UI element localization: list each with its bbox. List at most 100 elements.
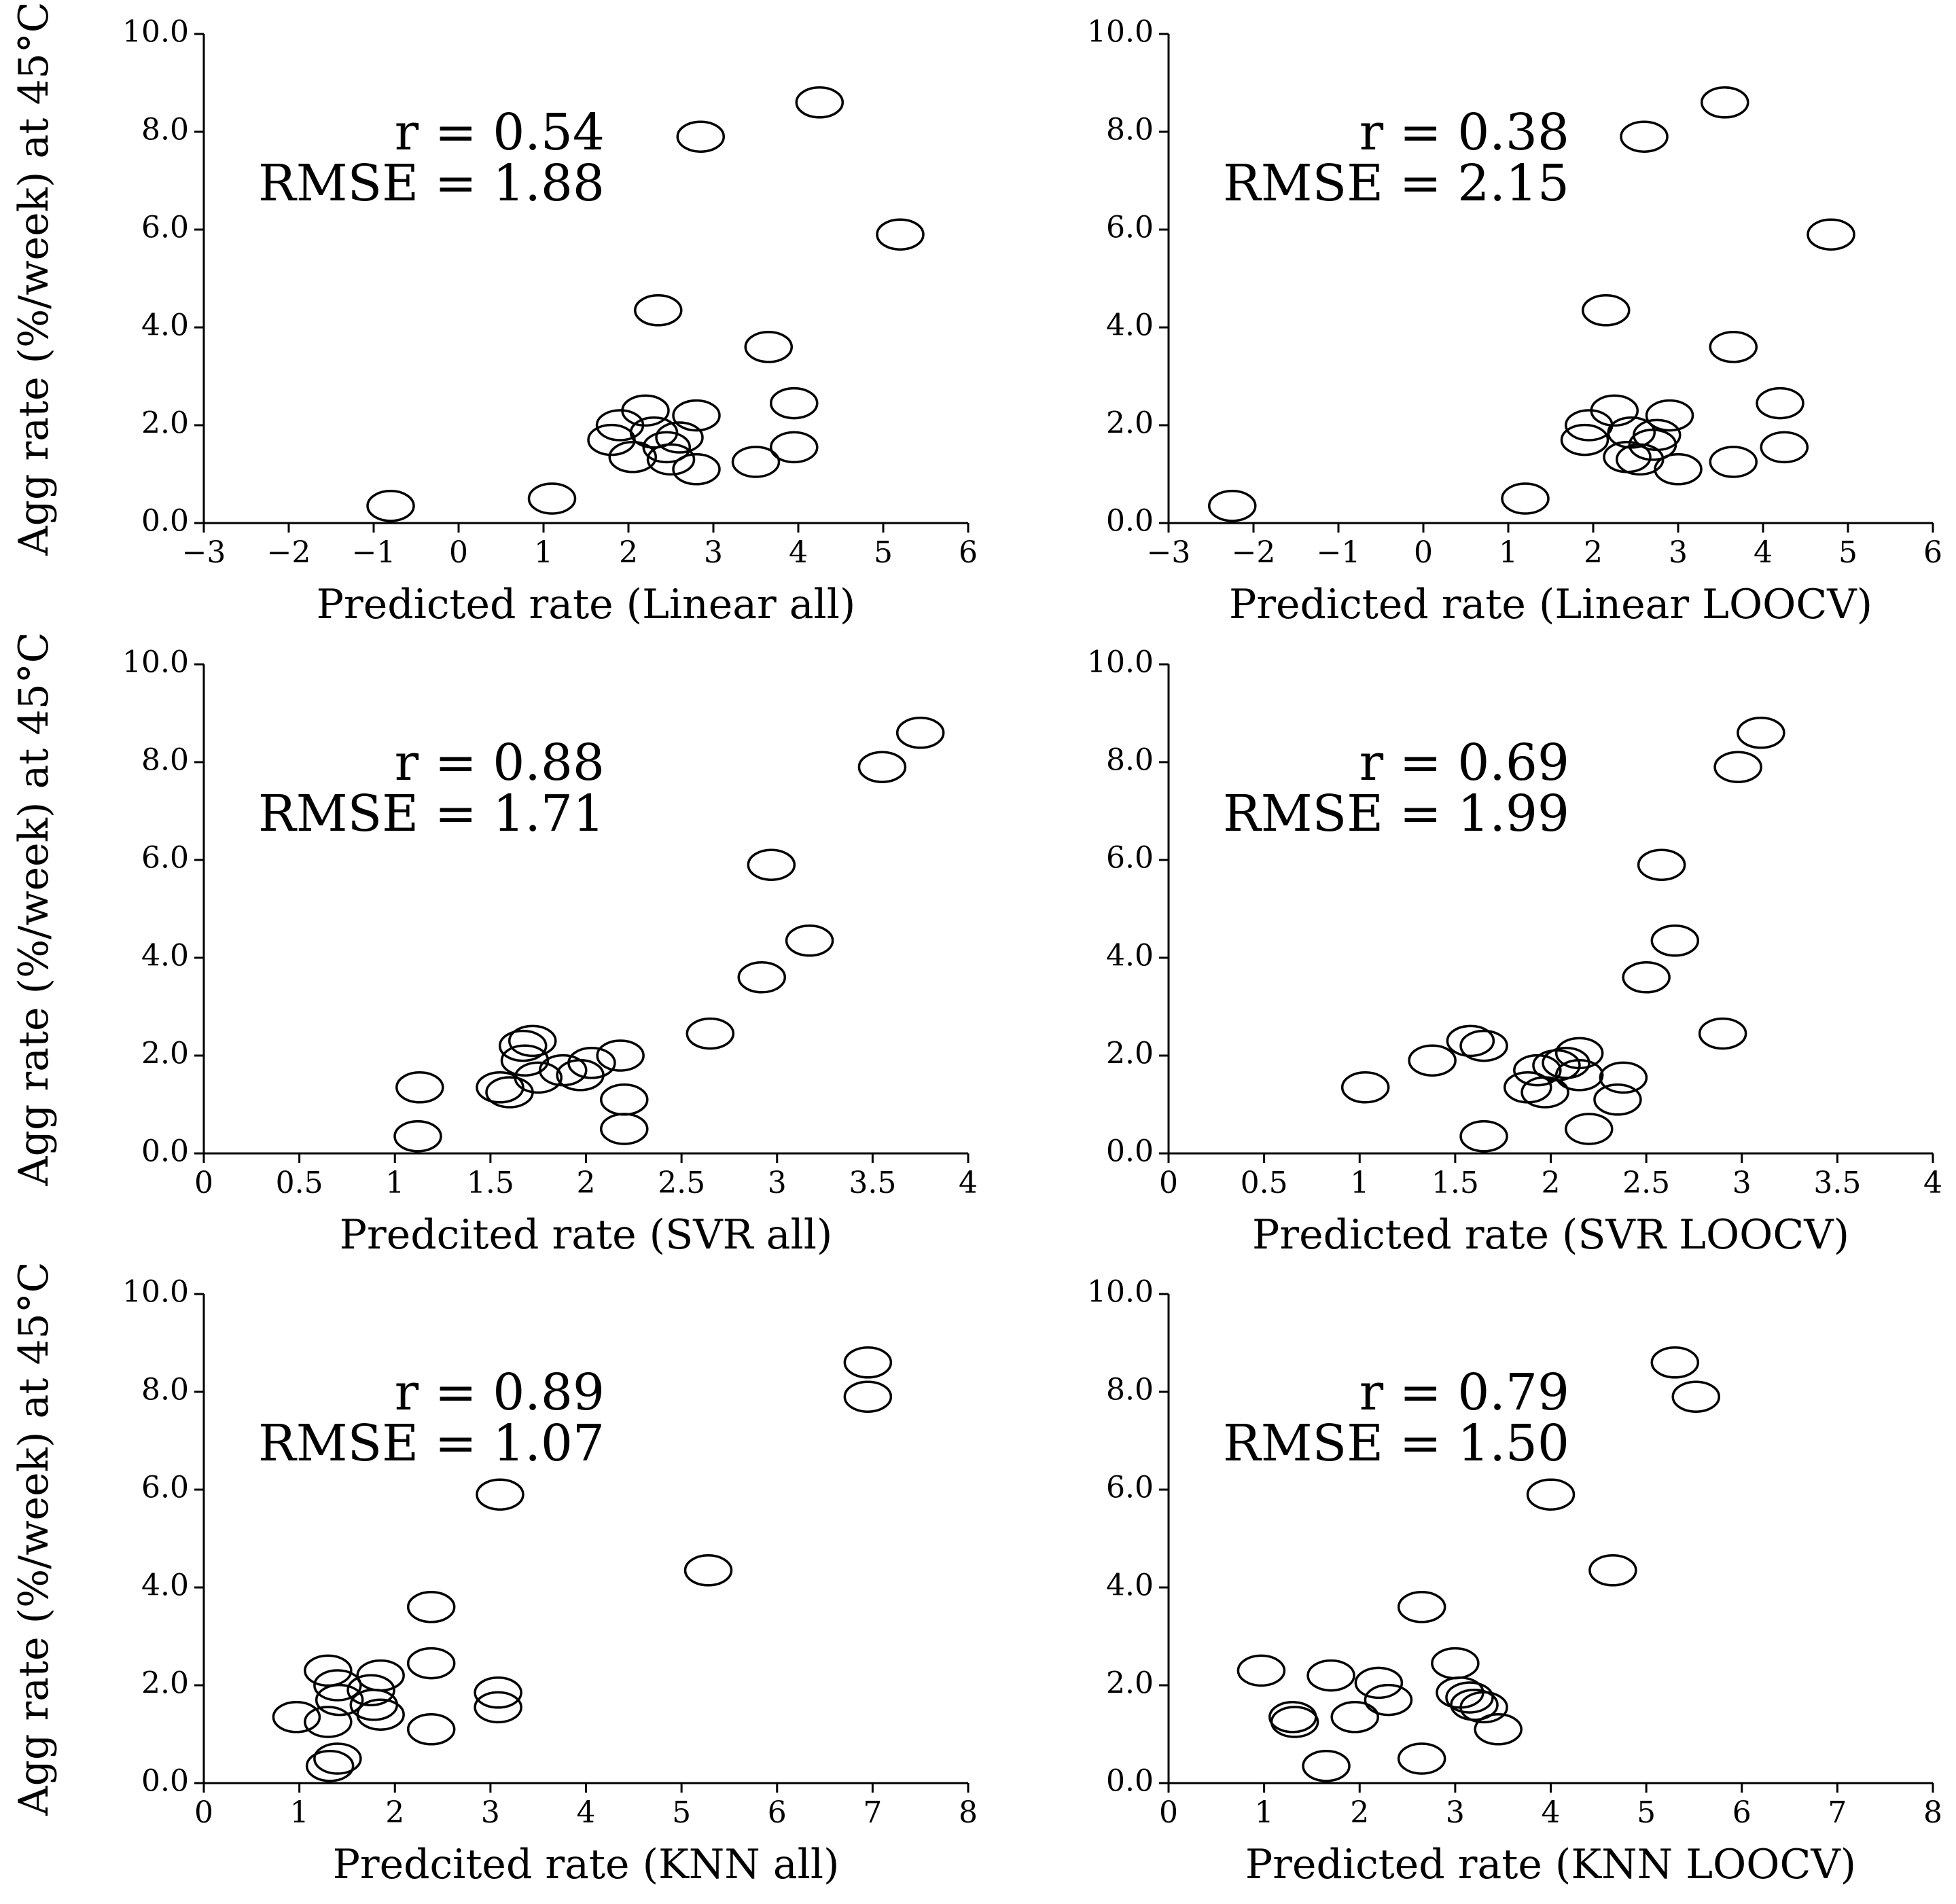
data-point <box>876 218 925 251</box>
data-point <box>1607 416 1656 449</box>
x-tick-label: 8 <box>1923 1795 1942 1830</box>
data-point <box>1521 1076 1569 1109</box>
x-tick-label: 4 <box>577 1795 596 1830</box>
data-point <box>1306 1659 1355 1692</box>
x-tick-label: 1 <box>1350 1166 1369 1200</box>
x-axis-label: Predicted rate (Linear all) <box>317 581 856 628</box>
y-axis-label: Agg rate (%/week) at 45°C <box>10 1 58 556</box>
y-tick-label: 8.0 <box>1106 1373 1154 1407</box>
y-tick-label: 4.0 <box>141 1568 189 1603</box>
y-tick-label: 10.0 <box>1087 645 1154 680</box>
data-point <box>1709 446 1758 478</box>
data-point <box>608 441 657 473</box>
y-tick-label: 6.0 <box>1106 1471 1154 1505</box>
x-tick-label: 0 <box>1414 535 1433 570</box>
data-point <box>621 394 670 427</box>
x-tick-label: 7 <box>863 1795 882 1830</box>
data-point <box>485 1076 534 1109</box>
x-tick-label: 3 <box>768 1166 787 1200</box>
data-point <box>393 1120 442 1153</box>
x-tick-label: 6 <box>959 535 978 570</box>
x-tick-label: −1 <box>352 535 396 570</box>
data-point <box>304 1706 353 1738</box>
data-point <box>1654 453 1703 486</box>
data-point <box>1588 1554 1637 1587</box>
data-point <box>634 294 683 327</box>
data-point <box>1709 331 1758 363</box>
rmse-text: RMSE = 2.15 <box>1223 154 1569 213</box>
data-point <box>315 1683 364 1717</box>
x-tick-label: 2.5 <box>1622 1166 1670 1200</box>
y-axis-label: Agg rate (%/week) at 45°C <box>10 1261 58 1816</box>
data-point <box>1650 924 1700 957</box>
data-point <box>500 1044 550 1077</box>
data-point <box>1590 394 1639 427</box>
data-point <box>1560 423 1610 456</box>
data-point <box>1760 431 1809 464</box>
data-point <box>346 1674 395 1706</box>
y-tick-label: 2.0 <box>141 1666 189 1701</box>
x-tick-label: 5 <box>1637 1795 1656 1830</box>
x-tick-label: 5 <box>1838 535 1857 570</box>
data-point <box>514 1061 563 1094</box>
data-point <box>1270 1706 1319 1738</box>
y-tick-label: 2.0 <box>1106 1666 1154 1701</box>
data-point <box>1593 1083 1642 1116</box>
rmse-text: RMSE = 1.88 <box>258 154 605 213</box>
x-tick-label: 1 <box>290 1795 309 1830</box>
data-point <box>1237 1654 1286 1687</box>
correlation-text: r = 0.88 <box>395 734 605 792</box>
x-tick-label: 7 <box>1828 1795 1847 1830</box>
x-tick-label: 2.5 <box>658 1166 705 1200</box>
data-point <box>474 1676 522 1709</box>
data-point <box>1501 482 1550 515</box>
correlation-text: r = 0.54 <box>395 103 605 162</box>
data-point <box>1397 1742 1446 1775</box>
y-tick-label: 8.0 <box>1106 113 1154 147</box>
y-tick-label: 4.0 <box>1106 1568 1154 1603</box>
x-tick-label: 5 <box>874 535 893 570</box>
x-tick-label: 0.5 <box>1241 1166 1288 1200</box>
x-tick-label: 3 <box>704 535 723 570</box>
data-point <box>1445 1681 1494 1714</box>
data-point <box>1459 1691 1508 1724</box>
data-point <box>304 1654 353 1687</box>
y-tick-label: 0.0 <box>1106 1764 1154 1799</box>
data-point <box>1698 1017 1747 1050</box>
x-tick-label: 2 <box>1542 1166 1561 1200</box>
data-point <box>744 331 793 363</box>
data-point <box>476 1478 524 1511</box>
x-tick-label: 3 <box>1446 1795 1465 1830</box>
y-tick-label: 0.0 <box>141 1134 189 1169</box>
data-point <box>629 416 679 449</box>
y-tick-label: 6.0 <box>1106 211 1154 245</box>
data-point <box>683 1554 733 1587</box>
data-point <box>313 1669 362 1702</box>
data-point <box>1526 1478 1576 1511</box>
data-point <box>508 1024 557 1058</box>
data-point <box>795 86 844 119</box>
data-point <box>785 924 834 957</box>
x-tick-label: −2 <box>267 535 311 570</box>
data-point <box>272 1701 321 1734</box>
data-point <box>1354 1666 1404 1700</box>
x-tick-label: 5 <box>672 1795 691 1830</box>
x-tick-label: 6 <box>768 1795 787 1830</box>
data-point <box>1637 848 1686 881</box>
data-point <box>600 1113 649 1145</box>
y-tick-label: 10.0 <box>1087 1275 1154 1310</box>
x-tick-label: 3.5 <box>1813 1166 1861 1200</box>
scatter-panel-2: 0.0 2.0 4.0 6.0 8.0 10.0 −3 −2 −1 0 1 2 3 4 5 6 Predicte… <box>1087 15 1942 629</box>
x-tick-label: 3 <box>481 1795 500 1830</box>
y-tick-label: 6.0 <box>141 1471 189 1505</box>
x-tick-label: 6 <box>1732 1795 1751 1830</box>
data-point <box>646 443 696 476</box>
x-tick-label: 4 <box>1754 535 1773 570</box>
y-tick-label: 10.0 <box>122 645 189 680</box>
data-point <box>406 1591 456 1623</box>
data-point <box>731 446 781 478</box>
data-point <box>1650 1346 1700 1379</box>
data-point <box>313 1742 362 1775</box>
x-tick-label: 2 <box>1350 1795 1369 1830</box>
